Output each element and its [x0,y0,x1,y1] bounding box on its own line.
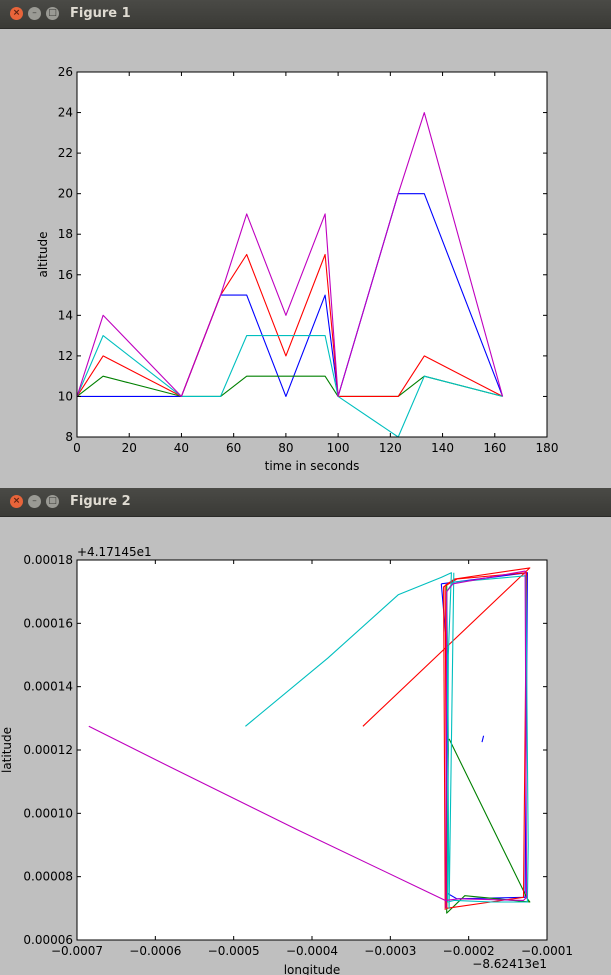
close-icon[interactable]: × [10,495,23,508]
y-offset-label: +4.17145e1 [77,545,152,559]
x-tick-label: 140 [431,441,454,455]
y-tick-label: 22 [58,146,73,160]
y-tick-label: 0.00008 [23,870,73,884]
series-line-1 [481,735,485,743]
figure-1-titlebar[interactable]: × – □ Figure 1 [0,0,611,29]
series-line-3 [76,335,503,438]
series-line-4 [76,112,504,397]
y-tick-label: 0.00006 [23,933,73,947]
figure-1-window: × – □ Figure 1 0 20 40 60 80 100 120 140 160 180 8… [0,0,611,473]
x-tick-label: −0.0002 [443,944,495,958]
window-title: Figure 2 [70,494,131,509]
x-tick-label: 60 [226,441,241,455]
x-tick-label: 160 [483,441,506,455]
close-icon[interactable]: × [10,7,23,20]
x-tick-label: −0.0007 [51,944,103,958]
plot-background [77,72,547,437]
y-axis-label: latitude [0,727,14,773]
y-tick-label: 26 [58,65,73,79]
x-tick-label: −0.0004 [286,944,338,958]
figure-2-window: × – □ Figure 2 −0.0007 −0.0006 −0.0005 −0.0… [0,488,611,975]
x-tick-label: 40 [174,441,189,455]
plot-background [77,560,547,940]
figure-2-titlebar[interactable]: × – □ Figure 2 [0,488,611,517]
y-tick-label: 14 [58,308,73,322]
altitude-chart: 0 20 40 60 80 100 120 140 160 180 8 10 12 14 16 18 20 22 2… [36,65,559,473]
y-tick-label: 0.00016 [23,616,73,630]
minimize-icon[interactable]: – [28,495,41,508]
x-tick-label: −0.0001 [521,944,573,958]
x-axis-label: time in seconds [265,459,360,473]
window-title: Figure 1 [70,6,131,21]
x-tick-label: 180 [536,441,559,455]
y-tick-label: 12 [58,349,73,363]
y-tick-label: 0.00012 [23,743,73,757]
maximize-icon[interactable]: □ [46,7,59,20]
series-line-1 [76,375,503,397]
x-tick-label: −0.0005 [208,944,260,958]
minimize-icon[interactable]: – [28,7,41,20]
y-tick-label: 24 [58,106,73,120]
latlon-chart: −0.0007 −0.0006 −0.0005 −0.0004 −0.0003 −0.00… [0,545,573,975]
y-axis-label: altitude [36,231,50,277]
y-tick-label: 8 [65,430,73,444]
x-tick-label: −0.0003 [364,944,416,958]
series-line-2 [76,253,503,397]
x-tick-label: −0.0006 [129,944,181,958]
series-line-5 [88,570,528,909]
y-tick-label: 16 [58,268,73,282]
y-tick-label: 0.00010 [23,806,73,820]
y-tick-label: 20 [58,187,73,201]
series-line-3 [362,567,531,910]
y-tick-label: 0.00018 [23,553,73,567]
x-tick-label: 80 [278,441,293,455]
y-tick-label: 10 [58,389,73,403]
x-tick-label: 100 [327,441,350,455]
plot-frame [76,71,548,438]
x-axis-label: longitude [284,963,341,975]
y-tick-label: 18 [58,227,73,241]
y-tick-label: 0.00014 [23,680,73,694]
x-tick-label: 0 [73,441,81,455]
x-offset-label: −8.62413e1 [472,957,547,971]
x-tick-label: 20 [122,441,137,455]
x-tick-label: 120 [379,441,402,455]
maximize-icon[interactable]: □ [46,495,59,508]
